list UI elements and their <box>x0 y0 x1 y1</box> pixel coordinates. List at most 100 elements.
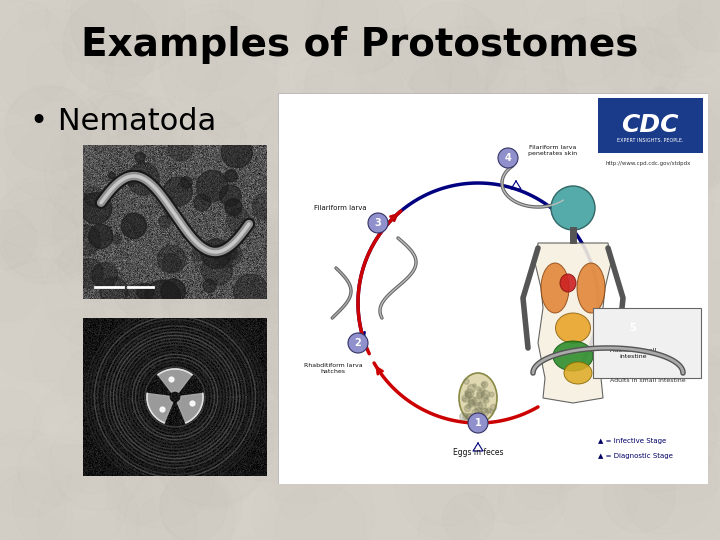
Point <box>478 392 490 400</box>
Point <box>207 139 218 147</box>
Point <box>320 104 331 113</box>
Point <box>222 170 233 179</box>
Point <box>409 329 420 338</box>
Point <box>652 429 663 437</box>
Point <box>306 151 318 160</box>
Point <box>536 454 547 463</box>
Point <box>464 389 475 397</box>
Point <box>615 154 626 163</box>
Point <box>608 213 620 222</box>
Point <box>657 62 669 71</box>
Text: Examples of Protostomes: Examples of Protostomes <box>81 26 639 64</box>
Text: Rhabditiform larva
hatches: Rhabditiform larva hatches <box>304 363 362 374</box>
Point <box>171 343 183 352</box>
Point <box>400 297 411 306</box>
Point <box>626 359 637 368</box>
Point <box>226 259 238 268</box>
Point <box>201 322 212 331</box>
Point <box>348 530 360 538</box>
Point <box>186 280 197 289</box>
Point <box>669 79 680 88</box>
Point <box>675 449 686 458</box>
Ellipse shape <box>459 373 497 423</box>
Point <box>139 29 150 37</box>
Point <box>47 464 58 472</box>
Point <box>293 369 305 378</box>
Point <box>691 112 703 120</box>
Point <box>205 482 217 490</box>
Point <box>522 437 534 445</box>
Point <box>708 139 720 148</box>
Point <box>186 473 198 482</box>
Text: ▲ = Infective Stage: ▲ = Infective Stage <box>598 438 666 444</box>
Point <box>297 412 309 421</box>
Point <box>544 436 556 444</box>
Point <box>467 459 479 468</box>
Point <box>142 280 153 288</box>
Point <box>112 141 123 150</box>
Point <box>480 406 492 415</box>
Point <box>708 384 720 393</box>
Point <box>542 443 554 452</box>
Point <box>485 393 496 402</box>
Point <box>354 23 366 31</box>
Point <box>87 370 99 379</box>
Point <box>528 45 540 53</box>
Point <box>524 183 536 192</box>
Point <box>127 85 138 93</box>
Point <box>419 79 431 87</box>
Point <box>671 71 683 79</box>
Point <box>47 139 58 147</box>
Point <box>461 387 472 396</box>
Point <box>60 477 71 485</box>
Point <box>380 210 392 218</box>
Point <box>9 51 21 60</box>
Point <box>623 249 634 258</box>
Point <box>568 172 580 180</box>
Point <box>186 171 197 180</box>
Point <box>452 97 464 105</box>
Point <box>81 210 92 219</box>
Point <box>222 371 233 380</box>
Point <box>352 22 364 31</box>
Point <box>636 62 648 70</box>
Polygon shape <box>535 243 611 403</box>
Point <box>42 224 54 233</box>
Point <box>174 97 185 106</box>
Circle shape <box>125 284 149 307</box>
Point <box>323 361 335 369</box>
Point <box>179 0 190 5</box>
Point <box>415 223 426 232</box>
Point <box>233 199 245 208</box>
Point <box>399 70 410 79</box>
Point <box>96 427 108 436</box>
Point <box>633 491 644 500</box>
Circle shape <box>74 259 104 288</box>
Point <box>679 131 690 140</box>
Point <box>96 234 108 242</box>
Point <box>438 215 450 224</box>
Point <box>32 113 43 122</box>
Point <box>79 168 91 177</box>
Point <box>331 159 343 168</box>
Point <box>477 386 488 394</box>
Circle shape <box>127 163 159 195</box>
Point <box>209 359 220 367</box>
Point <box>259 160 271 169</box>
Point <box>110 111 122 119</box>
Point <box>138 276 150 285</box>
Point <box>310 72 321 80</box>
Point <box>63 353 75 361</box>
Point <box>662 294 674 302</box>
Point <box>258 426 269 434</box>
Ellipse shape <box>560 274 576 292</box>
Point <box>419 322 431 331</box>
Point <box>634 431 646 440</box>
Circle shape <box>71 225 101 255</box>
Point <box>6 120 18 129</box>
Circle shape <box>84 187 104 206</box>
Point <box>553 65 564 74</box>
Circle shape <box>498 148 518 168</box>
Point <box>57 420 68 429</box>
Circle shape <box>225 247 238 260</box>
